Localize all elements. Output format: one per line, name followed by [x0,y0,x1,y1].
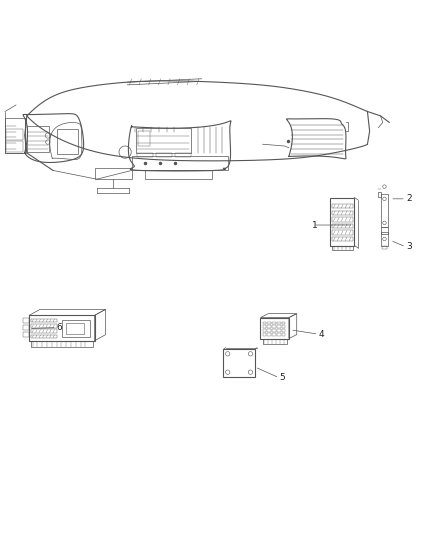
Bar [381,232,389,246]
Bar [31,319,57,322]
Bar [263,321,266,324]
Bar [175,153,191,157]
Bar [132,157,228,171]
Bar [263,326,266,328]
Bar [261,318,289,338]
Bar [332,246,353,250]
Bar [6,129,23,140]
Bar [332,230,353,235]
Bar [282,333,286,336]
Bar [23,318,29,323]
Text: 5: 5 [279,373,285,382]
Bar [268,326,271,328]
Bar [137,153,152,157]
Bar [31,329,57,333]
Bar [223,350,255,376]
Bar [138,131,150,147]
Bar [268,329,271,332]
Bar [57,128,78,154]
Bar [23,326,29,330]
Bar [332,204,353,208]
Bar [282,326,286,328]
Bar [272,333,276,336]
Text: 4: 4 [319,330,325,338]
Bar [27,126,49,152]
Bar [268,321,271,324]
Bar [62,320,90,337]
Bar [23,333,29,337]
Bar [145,171,212,179]
Text: 6: 6 [57,323,63,332]
Text: 2: 2 [406,195,412,203]
Bar [332,237,353,241]
Bar [263,338,287,344]
Bar [277,321,281,324]
Bar [282,329,286,332]
Bar [31,324,57,328]
Bar [31,335,57,338]
Bar [277,333,281,336]
Bar [6,141,23,152]
Bar [277,326,281,328]
Bar [95,168,132,179]
Text: 1: 1 [312,221,318,230]
Text: 3: 3 [406,243,412,252]
Bar [31,341,93,347]
Bar [263,333,266,336]
Bar [29,316,95,341]
Bar [272,329,276,332]
Bar [156,153,172,157]
Bar [381,227,388,234]
Bar [282,321,286,324]
Bar [277,329,281,332]
Bar [66,323,84,334]
Bar [378,192,381,197]
Bar [5,118,25,153]
Bar [268,333,271,336]
Bar [263,329,266,332]
Bar [136,128,191,153]
Bar [382,246,387,249]
Bar [332,211,353,215]
Bar [381,195,389,227]
Bar [332,217,353,222]
Bar [332,224,353,228]
Bar [272,326,276,328]
Bar [330,198,354,246]
Bar [272,321,276,324]
